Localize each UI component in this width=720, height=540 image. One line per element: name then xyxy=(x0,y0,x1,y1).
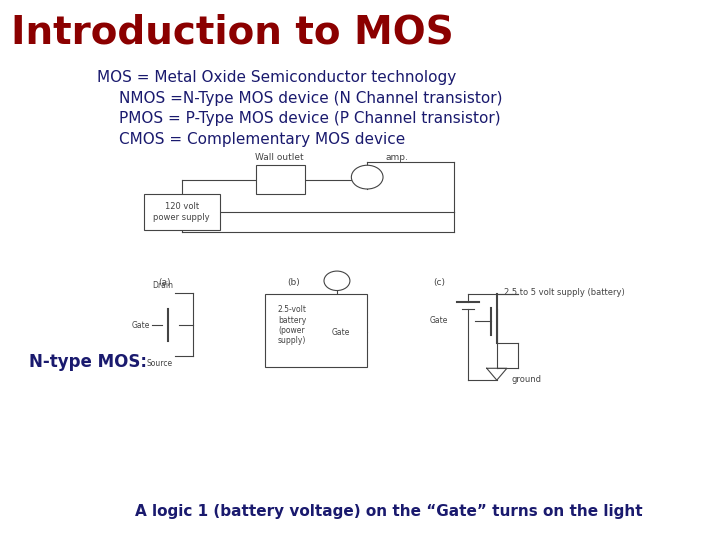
Text: N-type MOS:: N-type MOS: xyxy=(29,353,147,371)
Circle shape xyxy=(351,165,383,189)
Text: (b): (b) xyxy=(287,278,300,287)
Text: ground: ground xyxy=(511,375,541,384)
Text: Gate: Gate xyxy=(131,321,150,329)
Text: amp.: amp. xyxy=(385,153,408,162)
Text: 2.5 to 5 volt supply (battery): 2.5 to 5 volt supply (battery) xyxy=(504,288,625,297)
Text: Drain: Drain xyxy=(152,281,173,290)
Text: Source: Source xyxy=(147,359,173,368)
Circle shape xyxy=(324,271,350,291)
Text: MOS = Metal Oxide Semiconductor technology: MOS = Metal Oxide Semiconductor technolo… xyxy=(97,70,456,85)
Text: PMOS = P-Type MOS device (P Channel transistor): PMOS = P-Type MOS device (P Channel tran… xyxy=(119,111,500,126)
Bar xyxy=(144,194,220,230)
Text: Gate: Gate xyxy=(429,316,448,325)
Bar xyxy=(265,294,367,367)
Text: Wall outlet: Wall outlet xyxy=(255,153,304,162)
Text: 120 volt
power supply: 120 volt power supply xyxy=(153,202,210,221)
Text: (a): (a) xyxy=(158,278,171,287)
Bar xyxy=(256,165,305,194)
Text: Gate: Gate xyxy=(331,328,350,336)
Text: CMOS = Complementary MOS device: CMOS = Complementary MOS device xyxy=(119,132,405,147)
Text: NMOS =N-Type MOS device (N Channel transistor): NMOS =N-Type MOS device (N Channel trans… xyxy=(119,91,503,106)
Text: (c): (c) xyxy=(433,278,445,287)
Text: 2.5-volt
battery
(power
supply): 2.5-volt battery (power supply) xyxy=(278,305,307,346)
Text: A logic 1 (battery voltage) on the “Gate” turns on the light: A logic 1 (battery voltage) on the “Gate… xyxy=(135,504,643,519)
Text: Introduction to MOS: Introduction to MOS xyxy=(11,14,454,51)
